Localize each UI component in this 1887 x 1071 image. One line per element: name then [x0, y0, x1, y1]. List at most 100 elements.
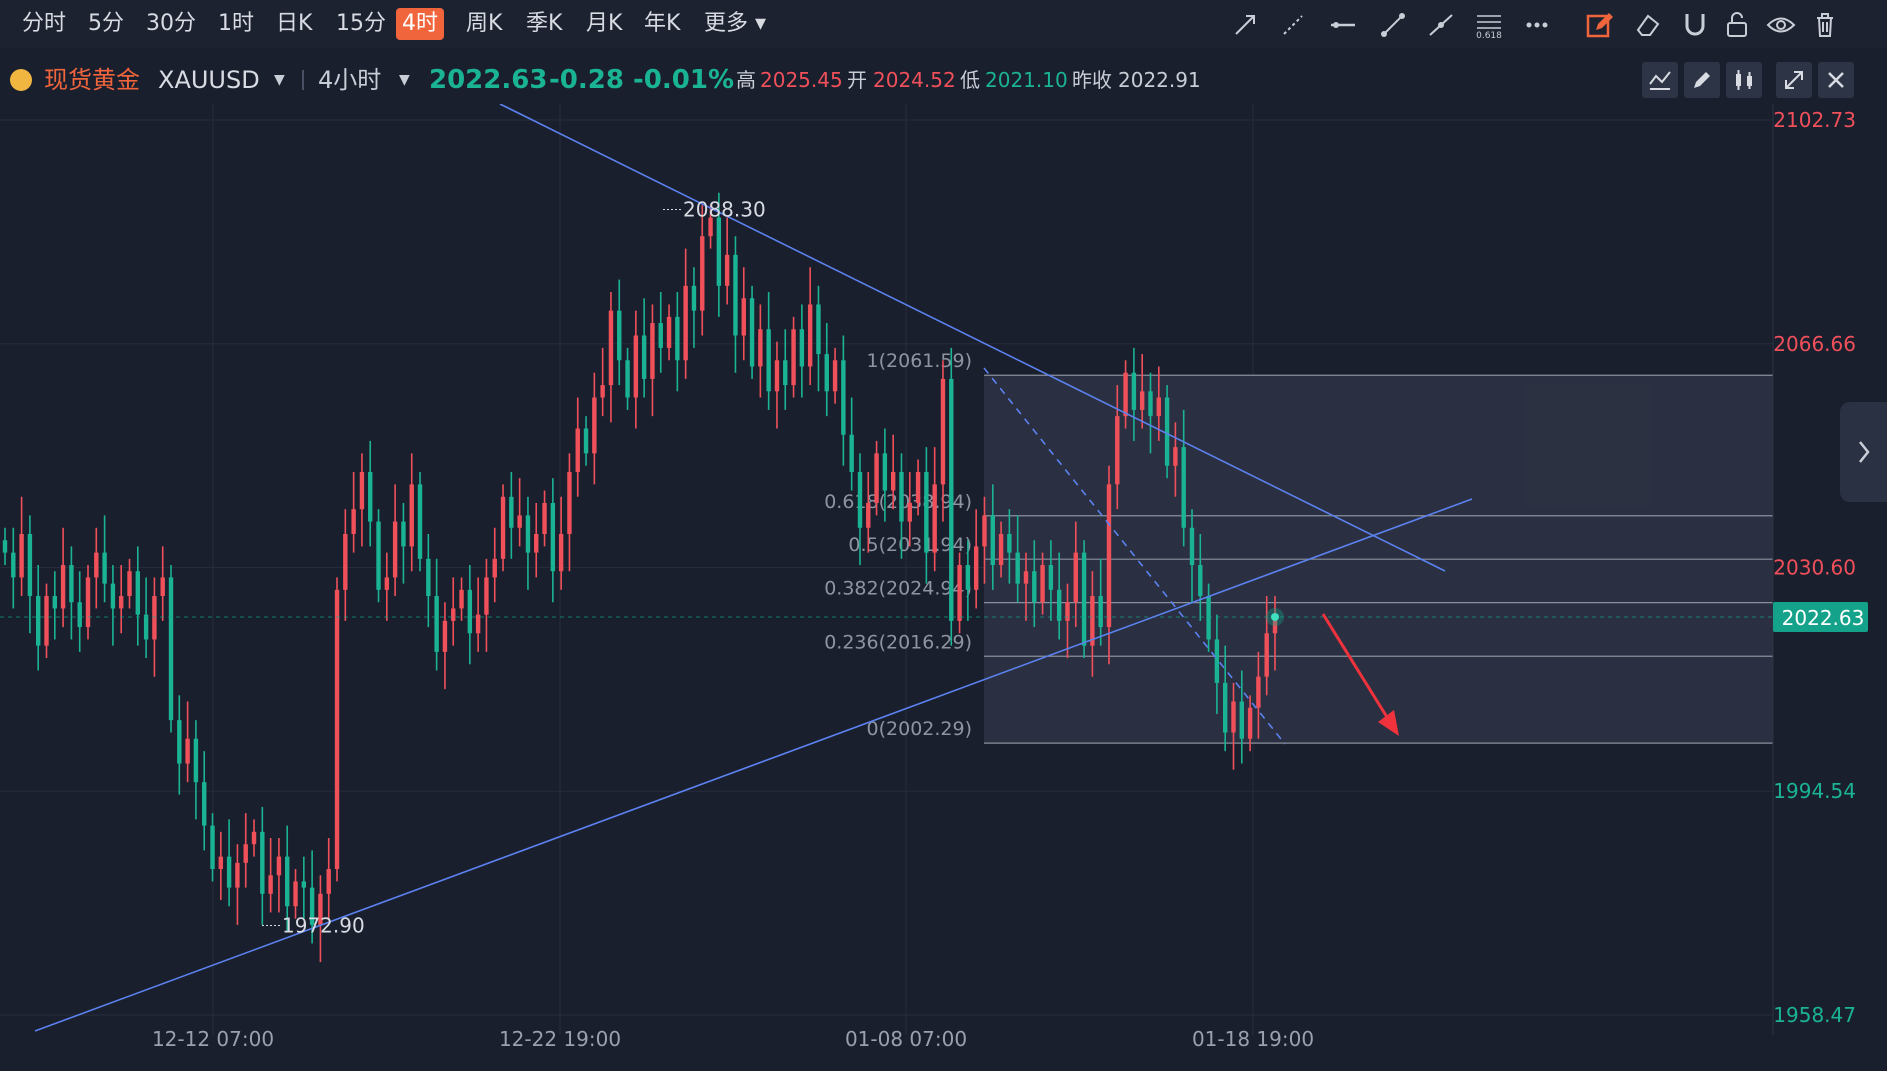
tab-timeframe-9[interactable]: 月K: [586, 11, 623, 36]
candle-body: [368, 471, 373, 522]
candle-body: [19, 533, 24, 578]
gold-coin-icon: [10, 69, 32, 91]
candle-body: [1164, 397, 1170, 466]
side-panel-toggle[interactable]: [1840, 402, 1887, 502]
candle-body: [1239, 701, 1244, 739]
candle-body: [608, 310, 614, 386]
pencil-icon: [1694, 72, 1710, 88]
chart-type-button[interactable]: [1726, 62, 1762, 98]
candle-body: [451, 608, 456, 621]
indicator-button[interactable]: [1642, 62, 1678, 98]
candle-body: [841, 360, 846, 435]
tab-timeframe-8[interactable]: 季K: [526, 11, 563, 36]
candle-body: [1131, 372, 1137, 410]
tab-timeframe-1[interactable]: 5分: [88, 11, 124, 36]
time-axis[interactable]: 12-12 07:00 12-22 19:00 01-08 07:00 01-18 1…: [152, 1027, 1314, 1051]
last-price: 2022.63: [429, 65, 548, 95]
magnet-icon[interactable]: [1678, 8, 1712, 40]
prev-close-value: 2022.91: [1118, 68, 1201, 92]
candle-body: [77, 602, 82, 628]
candle-body: [143, 614, 149, 640]
interval-select[interactable]: 4小时: [318, 66, 382, 94]
draw-mode-icon[interactable]: [1582, 8, 1616, 40]
symbol-name[interactable]: 现货黄金: [44, 66, 140, 94]
candle-body: [492, 558, 497, 578]
candle-body: [592, 397, 597, 454]
candle-body: [1256, 676, 1261, 708]
tab-timeframe-10[interactable]: 年K: [644, 11, 681, 36]
tab-timeframe-3[interactable]: 1时: [218, 11, 254, 36]
horizontal-line-icon[interactable]: [1326, 8, 1360, 40]
high-label: 高: [736, 68, 756, 92]
tab-timeframe-5[interactable]: 15分: [336, 11, 386, 36]
candle-body: [426, 558, 431, 597]
segment-icon[interactable]: [1376, 8, 1410, 40]
candle-body: [749, 298, 755, 367]
candle-body: [459, 589, 464, 609]
arrow-line-icon[interactable]: [1228, 8, 1262, 40]
candle-body: [1081, 552, 1087, 646]
candle-body: [1206, 596, 1211, 640]
tab-timeframe-7[interactable]: 周K: [466, 11, 503, 36]
candle-body: [243, 844, 248, 863]
candle-body: [1231, 701, 1236, 733]
trend-lines[interactable]: [0, 104, 1773, 1032]
lock-icon[interactable]: [1720, 8, 1754, 40]
draw-toggle-button[interactable]: [1684, 62, 1720, 98]
price-chart[interactable]: 1(2061.59)0.618(2038.94)0.5(2031.94)0.38…: [0, 104, 1887, 1071]
fullscreen-button[interactable]: [1776, 62, 1812, 98]
candle-body: [343, 533, 348, 590]
trend-line-icon[interactable]: [1424, 8, 1458, 40]
tab-timeframe-11[interactable]: 更多 ▾: [704, 11, 767, 36]
candle-body: [434, 596, 439, 652]
candle-body: [293, 881, 298, 907]
candle-body: [525, 515, 531, 553]
fib-label-0: 1(2061.59): [867, 350, 972, 372]
tab-timeframe-4[interactable]: 日K: [276, 11, 313, 36]
low-value: 2021.10: [985, 68, 1068, 92]
candle-body: [716, 217, 722, 286]
ray-icon[interactable]: [1276, 8, 1310, 40]
close-button[interactable]: [1818, 62, 1854, 98]
candle-body: [127, 571, 132, 597]
candle-body: [824, 354, 829, 392]
candle-body: [359, 471, 365, 510]
candle-body: [932, 484, 937, 553]
candle-body: [210, 825, 215, 870]
trash-icon[interactable]: [1808, 8, 1842, 40]
time-tick-2: 01-08 07:00: [845, 1027, 967, 1051]
symbol-code[interactable]: XAUUSD: [158, 66, 260, 94]
symbol-dropdown-icon[interactable]: ▼: [274, 72, 285, 88]
candle-body: [218, 856, 224, 870]
candle-body: [318, 893, 323, 925]
candle-body: [583, 428, 589, 454]
tab-timeframe-6[interactable]: 4时: [396, 8, 444, 40]
candle-body: [1189, 527, 1195, 566]
divider: [302, 70, 304, 90]
candle-body: [235, 862, 240, 888]
candle-body: [1073, 552, 1078, 603]
candlesticks: [2, 192, 1278, 963]
candle-body: [575, 428, 580, 472]
tab-timeframe-2[interactable]: 30分: [146, 11, 196, 36]
eraser-icon[interactable]: [1630, 8, 1664, 40]
candle-body: [766, 329, 771, 392]
fibonacci-icon[interactable]: 0.618: [1472, 8, 1506, 41]
price-axis[interactable]: 2102.73 2066.66 2030.60 1994.54 1958.47 2022.…: [1772, 104, 1868, 1035]
tab-timeframe-0[interactable]: 分时: [22, 11, 67, 36]
ascending-trendline: [34, 498, 1473, 1032]
eye-icon[interactable]: [1764, 8, 1798, 40]
candle-body: [392, 521, 398, 578]
candle-body: [268, 875, 273, 894]
fib-label-3: 0.382(2024.94): [824, 578, 972, 600]
candle-body: [1098, 596, 1103, 628]
candle-body: [85, 577, 91, 628]
candle-body: [1264, 633, 1269, 677]
candle-body: [60, 565, 66, 609]
candle-body: [683, 285, 688, 361]
interval-dropdown-icon[interactable]: ▼: [399, 72, 410, 88]
candle-body: [334, 589, 340, 870]
candle-body: [907, 502, 912, 522]
candle-body: [874, 453, 879, 503]
more-dots-icon[interactable]: [1520, 8, 1554, 40]
